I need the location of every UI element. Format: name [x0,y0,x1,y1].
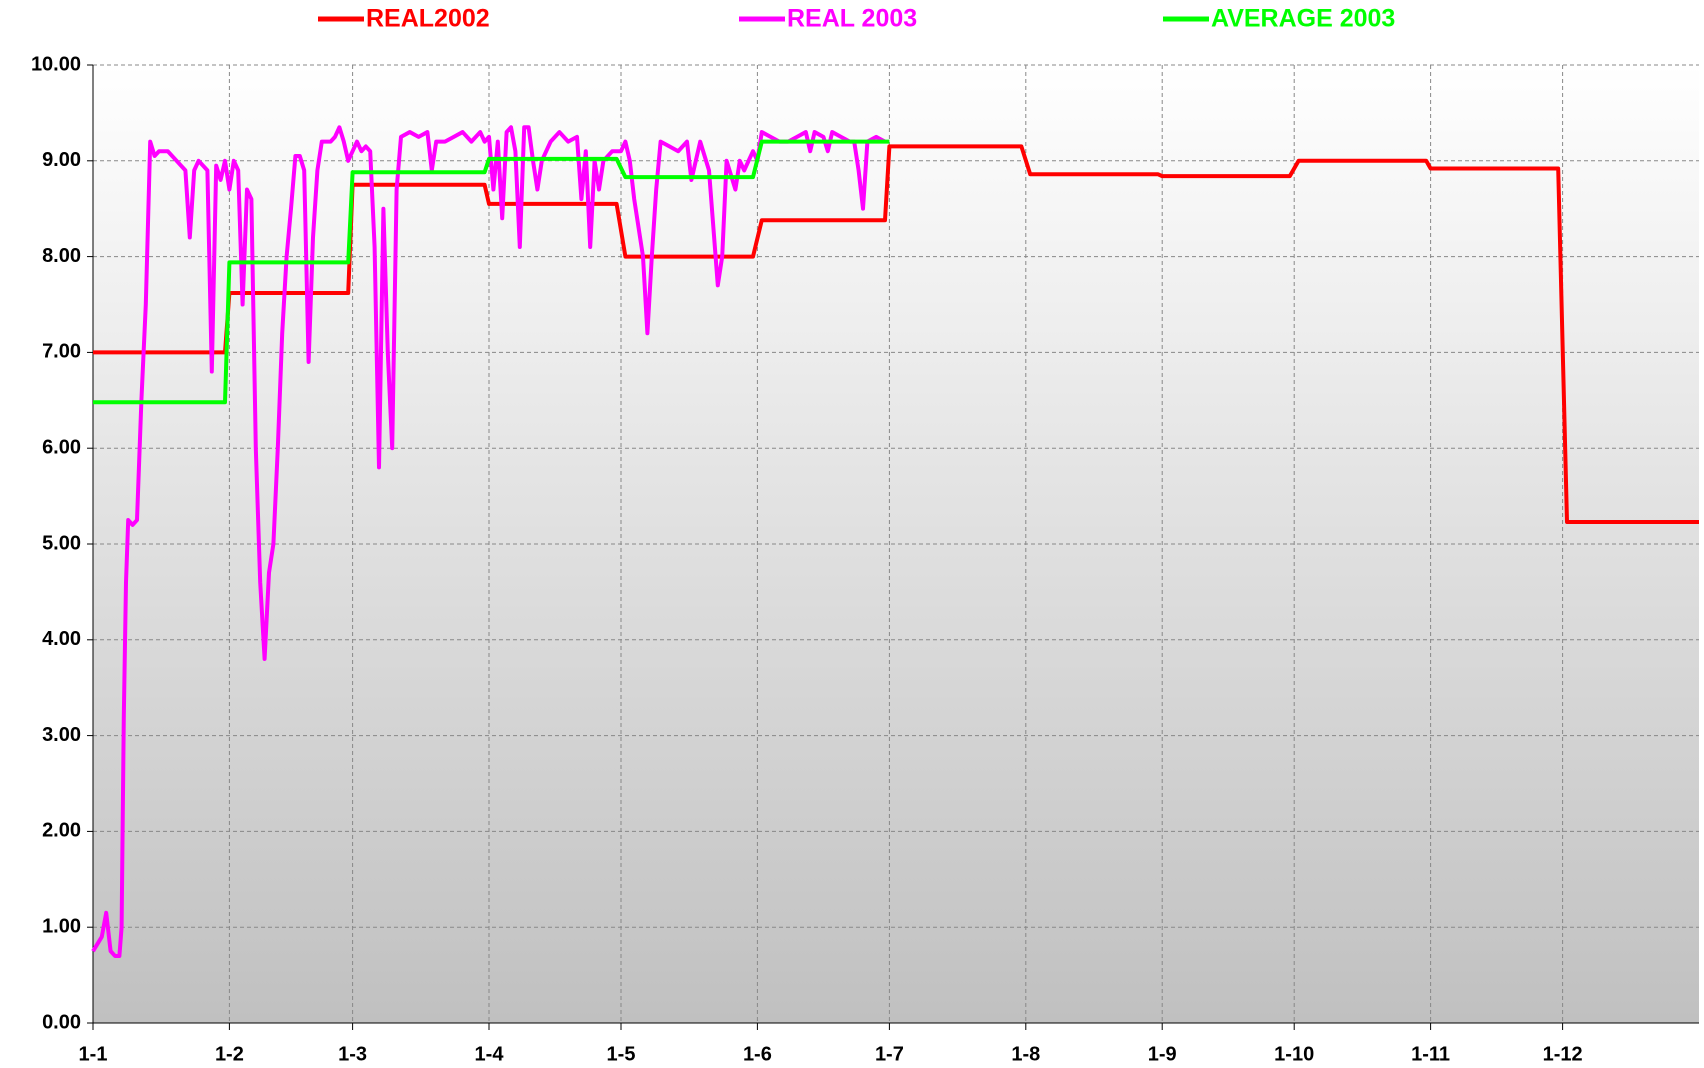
x-tick-label: 1-7 [875,1043,904,1065]
x-tick-label: 1-12 [1543,1043,1583,1065]
x-tick-label: 1-5 [607,1043,636,1065]
y-tick-label: 9.00 [42,149,81,171]
x-tick-label: 1-6 [743,1043,772,1065]
x-tick-label: 1-1 [79,1043,108,1065]
x-tick-label: 1-9 [1148,1043,1177,1065]
y-tick-label: 5.00 [42,532,81,554]
x-tick-label: 1-10 [1274,1043,1314,1065]
x-tick-label: 1-3 [338,1043,367,1065]
y-tick-label: 1.00 [42,915,81,937]
y-tick-label: 7.00 [42,341,81,363]
y-tick-label: 4.00 [42,628,81,650]
legend-label: AVERAGE 2003 [1211,5,1395,33]
y-tick-label: 3.00 [42,724,81,746]
y-tick-label: 6.00 [42,436,81,458]
x-tick-label: 1-11 [1411,1043,1450,1065]
x-tick-label: 1-4 [475,1043,505,1065]
legend-label: REAL 2003 [787,5,917,33]
x-tick-label: 1-2 [215,1043,244,1065]
y-tick-label: 2.00 [42,820,81,842]
x-tick-label: 1-8 [1011,1043,1040,1065]
y-tick-label: 10.00 [31,53,81,75]
series-line [91,125,886,958]
y-tick-label: 8.00 [42,245,81,267]
series-line [93,139,890,405]
legend-label: REAL2002 [366,5,490,33]
y-tick-label: 0.00 [42,1011,81,1033]
